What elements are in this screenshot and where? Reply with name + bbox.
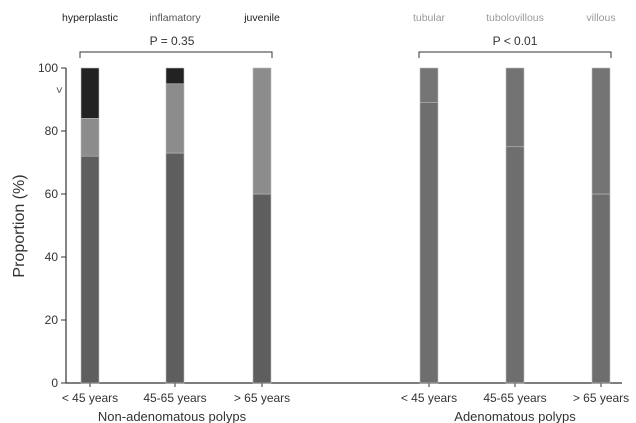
y-axis-marker: < xyxy=(54,87,66,93)
bar-segment xyxy=(419,102,439,384)
bar-segment xyxy=(80,155,100,384)
p-value-label: P = 0.35 xyxy=(150,34,195,48)
legend-label: inflamatory xyxy=(149,12,201,24)
y-tick-label: 100 xyxy=(38,61,58,75)
group-title: Non-adenomatous polyps xyxy=(98,409,247,423)
bar-segment xyxy=(591,67,611,195)
bar-segment xyxy=(80,118,100,157)
bar-segment xyxy=(505,146,525,384)
x-tick-label: > 65 years xyxy=(234,391,290,405)
bar-segment xyxy=(165,67,185,85)
legend-label: tubolovillous xyxy=(486,12,544,24)
legend-label: villous xyxy=(586,12,615,24)
y-axis-title: Proportion (%) xyxy=(11,174,28,277)
bar-segment xyxy=(252,67,272,195)
y-tick-label: 80 xyxy=(45,124,59,138)
x-tick-label: < 45 years xyxy=(62,391,118,405)
x-tick-label: < 45 years xyxy=(401,391,457,405)
y-tick-label: 40 xyxy=(45,250,59,264)
legend-label: juvenile xyxy=(243,12,280,24)
labels: < 45 years 45-65 years > 65 years Non-adeno… xyxy=(62,391,629,423)
y-tick-label: 0 xyxy=(51,376,58,390)
legend-label: tubular xyxy=(413,12,446,24)
bar-segment xyxy=(80,67,100,119)
y-tick-label: 20 xyxy=(45,313,59,327)
legend: hyperplastic inflamatory juvenile P = 0.35 t… xyxy=(62,12,616,58)
group-title: Adenomatous polyps xyxy=(454,409,576,423)
bar-segment xyxy=(165,152,185,384)
bar-segment xyxy=(419,67,439,103)
p-value-label: P < 0.01 xyxy=(493,34,538,48)
bar-segment xyxy=(505,67,525,148)
bar-segment xyxy=(252,193,272,384)
significance-bracket xyxy=(79,51,273,58)
x-tick-label: > 65 years xyxy=(573,391,629,405)
bar-segment xyxy=(165,83,185,154)
y-tick-label: 60 xyxy=(45,187,59,201)
legend-label: hyperplastic xyxy=(62,12,118,24)
x-tick-label: 45-65 years xyxy=(483,391,546,405)
bars xyxy=(80,67,611,384)
bar-segment xyxy=(591,193,611,384)
axes: 0 20 40 60 80 100 < Proportion (%) xyxy=(11,61,622,390)
x-tick-label: 45-65 years xyxy=(143,391,206,405)
significance-bracket xyxy=(418,51,612,58)
